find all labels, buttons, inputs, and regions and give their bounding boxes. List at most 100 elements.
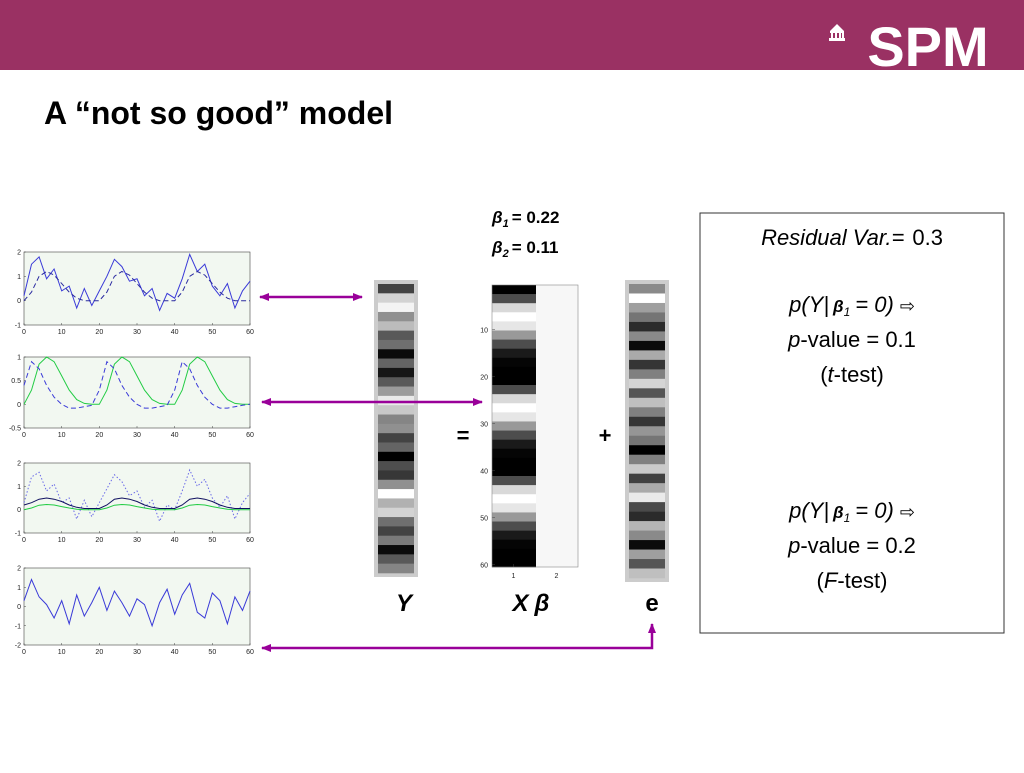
x-tick-label: 50 xyxy=(208,329,216,336)
test-hypothesis: p(Y| β1 = 0) ⇨ xyxy=(788,292,915,319)
x-tick-label: 40 xyxy=(171,432,179,439)
test-hypothesis: p(Y| β1 = 0) ⇨ xyxy=(788,498,915,525)
e-stripe xyxy=(629,483,665,493)
x-stripe xyxy=(492,476,536,486)
y-tick-label: 50 xyxy=(480,516,488,523)
y-stripe xyxy=(378,339,414,350)
y-tick-label: 0.5 xyxy=(11,378,21,385)
y-tick-label: 0 xyxy=(17,507,21,514)
y-stripe xyxy=(378,433,414,443)
hyp-arrow: ⇨ xyxy=(900,296,915,316)
residual-variance: Residual Var.= 0.3 xyxy=(761,225,943,250)
x-stripe xyxy=(492,421,536,431)
e-stripe xyxy=(629,397,665,408)
hyp-symbol: β xyxy=(832,297,844,316)
plot-area xyxy=(23,567,251,646)
e-stripe xyxy=(629,293,665,304)
test-rest: -test) xyxy=(837,568,887,593)
e-stripe xyxy=(629,568,665,579)
beta-1: β1 = 0.22 xyxy=(491,208,559,230)
x-tick-label: 30 xyxy=(133,329,141,336)
e-stripe xyxy=(629,302,665,313)
x-stripe xyxy=(492,312,536,322)
hyp-sub: 1 xyxy=(844,305,851,319)
e-stripe xyxy=(629,511,665,522)
e-stripe xyxy=(629,473,665,484)
y-stripe xyxy=(378,395,414,406)
test-name: (t-test) xyxy=(820,362,884,387)
logo: SPM xyxy=(867,15,988,78)
p-letter: p xyxy=(787,327,800,352)
y-tick-label: 1 xyxy=(17,274,21,281)
y-stripe xyxy=(378,451,414,462)
plot-area xyxy=(23,251,251,326)
x-stripe xyxy=(492,303,536,313)
x-stripe xyxy=(492,466,536,477)
e-label: e xyxy=(645,590,658,617)
x-tick-label: 0 xyxy=(22,432,26,439)
x-stripe xyxy=(492,366,536,377)
e-stripe xyxy=(629,378,665,389)
image-columns: 10 20 30 40 50 60 1 2 xyxy=(374,280,669,582)
test-name: (F-test) xyxy=(817,568,888,593)
x-tick-label: 60 xyxy=(246,649,254,656)
plot-area xyxy=(23,356,251,429)
p-value: p-value = 0.1 xyxy=(787,327,916,352)
y-tick-label: 60 xyxy=(480,563,488,570)
e-stripe xyxy=(629,388,665,399)
x-stripe xyxy=(492,548,536,559)
x-tick-label: 40 xyxy=(171,329,179,336)
x-tick-label: 0 xyxy=(22,649,26,656)
y-stripe xyxy=(378,489,414,499)
p-text: -value = 0.2 xyxy=(800,533,916,558)
y-stripe xyxy=(378,442,414,453)
x-tick-label: 20 xyxy=(95,649,103,656)
y-stripe xyxy=(378,358,414,369)
x-stripe xyxy=(492,521,536,531)
x-tick-label: 60 xyxy=(246,329,254,336)
y-stripe xyxy=(378,302,414,313)
x-tick-label: 10 xyxy=(58,329,66,336)
e-stripe xyxy=(629,464,665,474)
x-stripe xyxy=(492,294,536,304)
plus: + xyxy=(599,423,612,448)
y-tick-label: 10 xyxy=(480,328,488,335)
y-stripe xyxy=(378,517,414,527)
y-stripe xyxy=(378,377,414,387)
e-stripe xyxy=(629,454,665,465)
y-tick-label: 1 xyxy=(17,484,21,491)
x-tick-label: 0 xyxy=(22,537,26,544)
x-label: X xyxy=(511,590,531,617)
e-stripe xyxy=(629,284,665,294)
hyp-arrow: ⇨ xyxy=(900,502,915,522)
hyp-post: = 0) xyxy=(855,498,894,523)
hyp-sub: 1 xyxy=(844,511,851,525)
x-tick-label: 60 xyxy=(246,537,254,544)
beta-symbol: β xyxy=(491,208,503,227)
y-tick-label: -2 xyxy=(15,643,21,650)
beta-sub: 1 xyxy=(503,218,509,230)
x-stripe xyxy=(492,439,536,450)
e-stripe xyxy=(629,359,665,370)
arrow xyxy=(261,623,656,652)
x-tick-label: 40 xyxy=(171,649,179,656)
x-stripe xyxy=(492,285,536,295)
series-line xyxy=(23,497,250,509)
y-stripe xyxy=(378,526,414,537)
e-stripe xyxy=(629,312,665,323)
beta-2: β2 = 0.11 xyxy=(491,238,559,260)
y-stripe xyxy=(378,479,414,490)
series-line xyxy=(23,270,250,302)
beta-value: = 0.22 xyxy=(512,208,560,227)
y-stripe xyxy=(378,554,414,564)
beta-label: β xyxy=(534,590,550,617)
e-stripe xyxy=(629,492,665,503)
x-tick-label: 40 xyxy=(171,537,179,544)
e-stripe xyxy=(629,407,665,418)
design-matrix-frame xyxy=(491,284,579,568)
x-stripe xyxy=(492,503,536,513)
x-stripe xyxy=(492,394,536,404)
x-stripe xyxy=(492,430,536,440)
y-stripe xyxy=(378,535,414,546)
